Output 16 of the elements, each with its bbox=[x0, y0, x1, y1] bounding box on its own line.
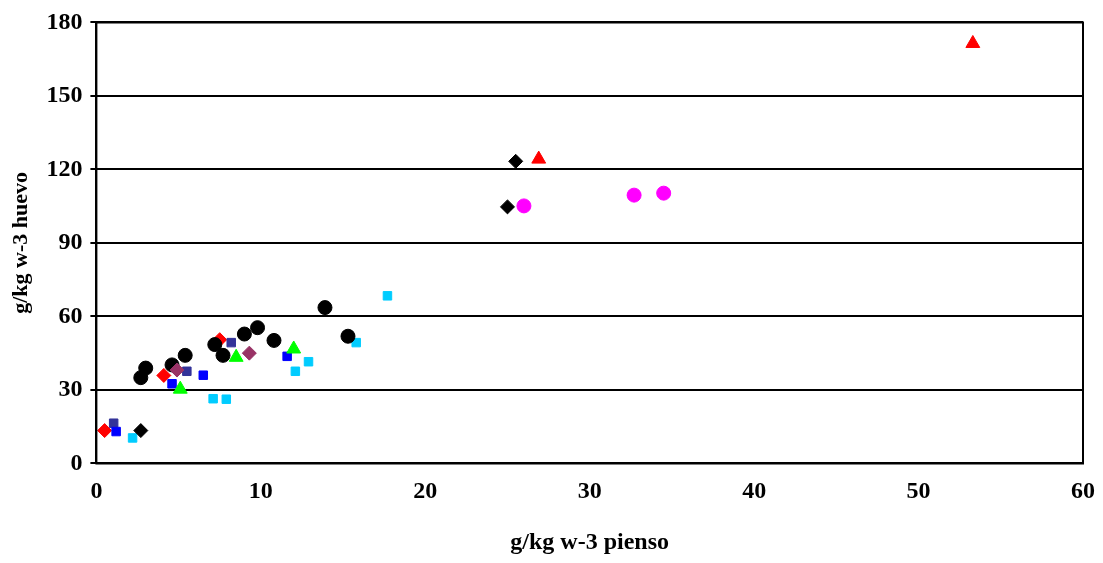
y-tick-label: 30 bbox=[58, 375, 83, 402]
x-tick-label: 30 bbox=[577, 477, 602, 503]
y-tick-label: 180 bbox=[46, 7, 83, 34]
x-tick-label: 60 bbox=[1071, 477, 1095, 503]
y-tick-label: 150 bbox=[46, 81, 83, 108]
x-tick-label: 10 bbox=[248, 477, 273, 503]
y-tick-label: 60 bbox=[58, 301, 83, 328]
x-tick-label: 40 bbox=[742, 477, 767, 503]
x-tick-label: 0 bbox=[90, 477, 103, 503]
y-axis-title: g/kg w-3 huevo bbox=[6, 172, 32, 314]
x-axis-title: g/kg w-3 pienso bbox=[510, 527, 670, 554]
y-tick-label: 90 bbox=[58, 228, 83, 255]
y-tick-label: 0 bbox=[70, 448, 83, 475]
x-tick-label: 20 bbox=[413, 477, 438, 503]
x-tick-label: 50 bbox=[906, 477, 931, 503]
y-tick-label: 120 bbox=[46, 154, 83, 181]
